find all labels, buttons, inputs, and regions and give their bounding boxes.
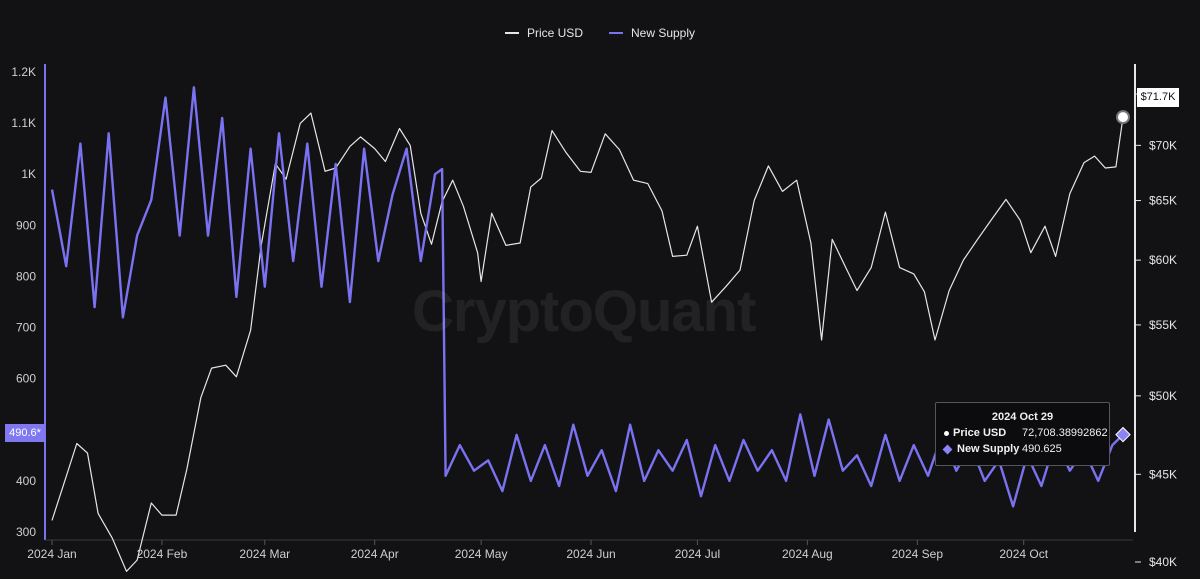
tooltip-date: 2024 Oct 29 xyxy=(991,411,1054,423)
supply-diamond-icon xyxy=(942,444,953,454)
supply-value-badge: 490.6* xyxy=(5,424,45,442)
x-tick-label: 2024 Jan xyxy=(27,547,76,561)
legend-label-price: Price USD xyxy=(526,26,583,40)
y-right-tick-label: $60K xyxy=(1149,253,1177,267)
tooltip-supply-label: New Supply xyxy=(942,443,1022,455)
x-tick-label: 2024 May xyxy=(455,547,508,561)
y-left-tick-label: 1.1K xyxy=(11,116,36,130)
y-left-tick-label: 800 xyxy=(16,269,36,283)
tooltip-supply-value: 490.625 xyxy=(1022,443,1062,455)
legend-swatch-price xyxy=(504,32,519,34)
y-left-tick-label: 400 xyxy=(16,474,36,488)
tooltip-price-name: Price USD xyxy=(953,427,1007,439)
y-right-tick-label: $70K xyxy=(1149,138,1177,152)
x-tick-label: 2024 Jun xyxy=(566,547,615,561)
watermark: CryptoQuant xyxy=(412,279,756,344)
tick-labels: 3004005006007008009001K1.1K1.2K$40K$45K$… xyxy=(11,65,1177,569)
price-value-badge: $71.7K xyxy=(1137,88,1179,107)
y-right-tick-label: $50K xyxy=(1149,389,1177,403)
tooltip-price-value: 72,708.38992862 xyxy=(1022,427,1108,439)
x-tick-label: 2024 Oct xyxy=(999,547,1048,561)
tooltip-row-price: Price USD 72,708.38992862 xyxy=(944,427,1109,439)
y-left-tick-label: 1.2K xyxy=(11,65,36,79)
y-left-tick-label: 600 xyxy=(16,372,36,386)
supply-last-point xyxy=(1115,426,1131,443)
legend-label-supply: New Supply xyxy=(630,26,696,40)
y-right-tick-label: $40K xyxy=(1149,555,1177,569)
y-right-tick-label: $65K xyxy=(1149,194,1177,208)
price-dot-icon xyxy=(944,430,949,436)
price-last-point xyxy=(1116,110,1130,125)
y-left-tick-label: 700 xyxy=(16,321,36,335)
x-tick-label: 2024 Aug xyxy=(782,547,833,561)
y-right-tick-label: $55K xyxy=(1149,318,1177,332)
x-tick-label: 2024 Apr xyxy=(351,547,399,561)
tooltip-row-supply: New Supply 490.625 xyxy=(942,443,1109,455)
x-tick-label: 2024 Mar xyxy=(239,547,290,561)
tooltip-price-label: Price USD xyxy=(944,427,1022,439)
x-tick-label: 2024 Sep xyxy=(892,547,944,561)
legend-item-price[interactable]: Price USD xyxy=(504,26,583,40)
price-usd-line xyxy=(51,112,1124,572)
y-left-tick-label: 300 xyxy=(16,525,36,539)
x-tick-label: 2024 Jul xyxy=(675,547,720,561)
y-right-tick-label: $45K xyxy=(1149,467,1177,481)
x-tick-label: 2024 Feb xyxy=(137,547,188,561)
legend: Price USD New Supply xyxy=(0,26,1200,40)
tooltip: 2024 Oct 29 Price USD 72,708.38992862 Ne… xyxy=(935,402,1110,466)
legend-item-supply[interactable]: New Supply xyxy=(608,26,696,40)
y-left-tick-label: 1K xyxy=(21,167,36,181)
tooltip-supply-name: New Supply xyxy=(957,443,1020,455)
legend-swatch-supply xyxy=(608,32,623,34)
y-left-tick-label: 900 xyxy=(16,218,36,232)
axes xyxy=(44,64,1141,563)
